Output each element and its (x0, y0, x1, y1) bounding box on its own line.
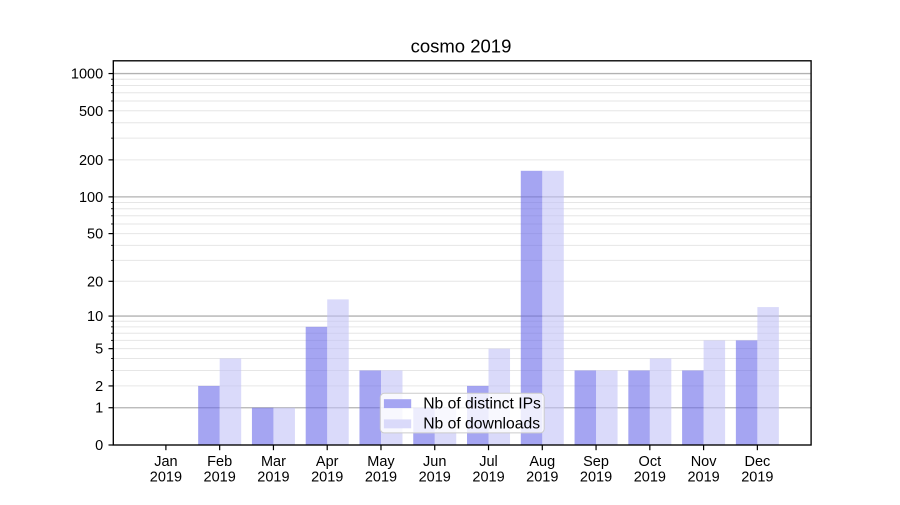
svg-text:cosmo 2019: cosmo 2019 (411, 36, 512, 57)
svg-text:200: 200 (79, 153, 103, 169)
svg-text:20: 20 (87, 274, 103, 290)
svg-text:Jan: Jan (154, 454, 177, 470)
svg-text:2019: 2019 (419, 469, 451, 485)
svg-text:2019: 2019 (204, 469, 236, 485)
svg-text:2019: 2019 (472, 469, 504, 485)
svg-text:1000: 1000 (71, 67, 103, 83)
svg-text:Jul: Jul (479, 454, 498, 470)
svg-text:Feb: Feb (207, 454, 232, 470)
svg-text:2019: 2019 (150, 469, 182, 485)
svg-text:5: 5 (95, 342, 103, 358)
svg-text:0: 0 (95, 438, 103, 454)
svg-text:500: 500 (79, 104, 103, 120)
svg-text:Nb of distinct IPs: Nb of distinct IPs (423, 396, 541, 413)
svg-text:2019: 2019 (580, 469, 612, 485)
svg-text:Oct: Oct (639, 454, 662, 470)
svg-text:1: 1 (95, 401, 103, 417)
svg-text:10: 10 (87, 309, 103, 325)
svg-text:Aug: Aug (529, 454, 555, 470)
svg-text:Dec: Dec (744, 454, 770, 470)
svg-text:2019: 2019 (634, 469, 666, 485)
svg-text:2019: 2019 (311, 469, 343, 485)
svg-text:2019: 2019 (526, 469, 558, 485)
svg-text:Jun: Jun (423, 454, 446, 470)
svg-text:Apr: Apr (316, 454, 339, 470)
svg-text:2: 2 (95, 379, 103, 395)
svg-text:2019: 2019 (687, 469, 719, 485)
svg-text:Sep: Sep (583, 454, 609, 470)
svg-text:Nov: Nov (691, 454, 718, 470)
svg-text:2019: 2019 (741, 469, 773, 485)
svg-text:100: 100 (79, 190, 103, 206)
svg-text:Nb of downloads: Nb of downloads (423, 415, 540, 432)
svg-text:2019: 2019 (257, 469, 289, 485)
svg-text:Mar: Mar (261, 454, 286, 470)
svg-text:2019: 2019 (365, 469, 397, 485)
svg-text:May: May (367, 454, 395, 470)
svg-text:50: 50 (87, 227, 103, 243)
